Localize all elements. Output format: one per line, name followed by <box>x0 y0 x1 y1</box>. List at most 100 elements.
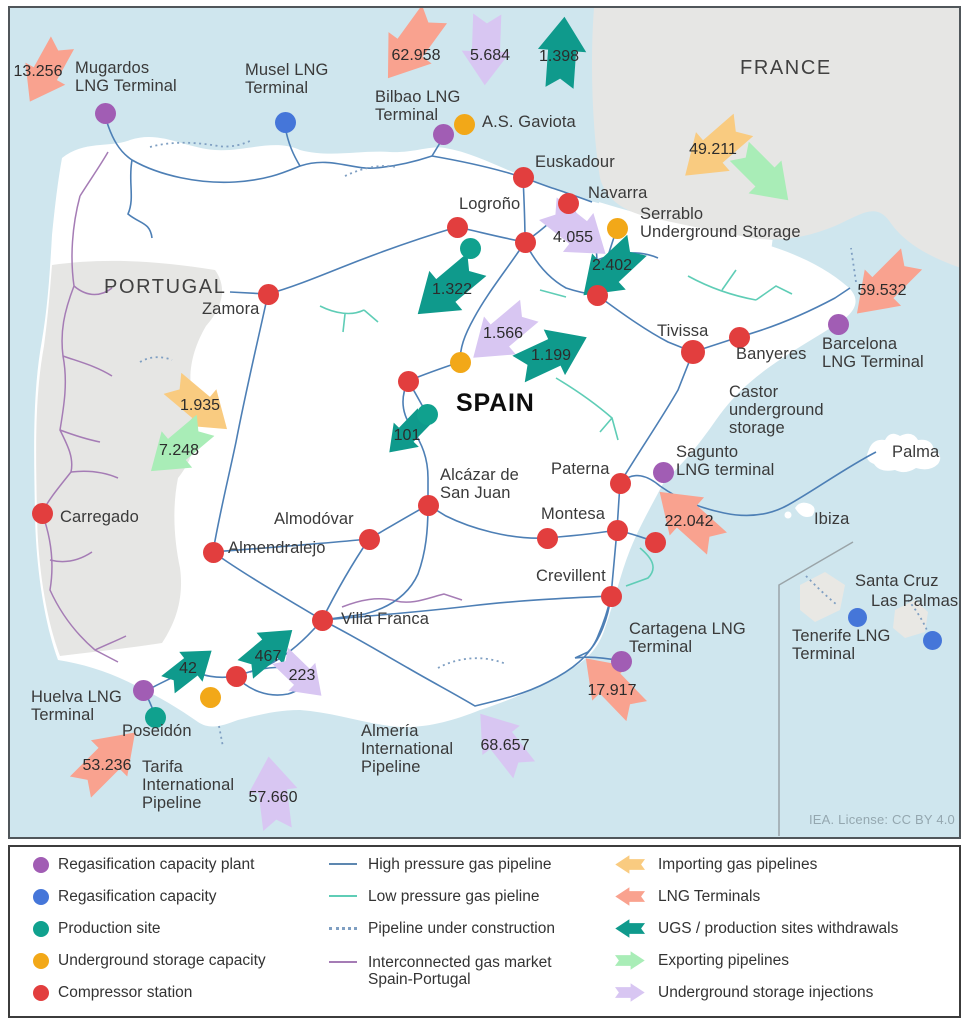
lng-flow-arrow <box>838 240 931 333</box>
flow-value: 1.398 <box>538 48 580 65</box>
ugs-marker <box>453 113 475 135</box>
label-navarra: Navarra <box>588 184 648 202</box>
flow-value: 101 <box>393 427 421 444</box>
comp-marker <box>681 340 705 364</box>
comp-marker <box>609 472 631 494</box>
comp-marker <box>557 192 579 214</box>
ugs_wd-legend-swatch <box>615 919 645 938</box>
lng-flow-arrow <box>567 640 655 729</box>
export-flow-arrow <box>135 406 222 490</box>
label-almeria: Almería International Pipeline <box>361 722 454 776</box>
label-carregado: Carregado <box>60 508 139 526</box>
prod-legend-swatch <box>33 921 49 937</box>
label-barcelona: Barcelona LNG Terminal <box>822 335 924 371</box>
ugs-marker <box>449 351 471 373</box>
comp-marker <box>512 166 534 188</box>
lng-flow-arrow <box>641 471 734 563</box>
flow-value: 2.402 <box>591 257 633 274</box>
flow-value: 62.958 <box>391 47 441 64</box>
ic-legend-swatch <box>329 961 357 963</box>
ugs-marker <box>199 686 221 708</box>
ugs_wd-flow-arrow <box>156 634 224 699</box>
map: 13.256 62.958 5.684 1.398 49.211 4.055 2.402 1.… <box>8 6 961 839</box>
lng-legend-swatch <box>615 887 645 906</box>
label-banyeres: Banyeres <box>736 345 807 363</box>
spain-landmass <box>34 136 856 728</box>
flow-value: 59.532 <box>857 282 907 299</box>
ugs_inj-flow-arrow <box>460 13 512 87</box>
comp-marker <box>31 502 53 524</box>
label-logrono: Logroño <box>459 195 521 213</box>
comp-legend-swatch <box>33 985 49 1001</box>
import-flow-arrow <box>667 104 761 195</box>
legend-label-prod: Production site <box>58 920 161 937</box>
label-paterna: Paterna <box>551 460 610 478</box>
flow-value: 223 <box>288 667 316 684</box>
regas_plant-marker <box>652 461 674 483</box>
ugs_inj-flow-arrow <box>266 641 336 710</box>
flow-value: 53.236 <box>82 757 132 774</box>
label-zamora: Zamora <box>202 300 260 318</box>
flow-value: 22.042 <box>664 513 714 530</box>
legend-label-lp: Low pressure gas pieline <box>368 888 540 905</box>
label-tivissa: Tivissa <box>657 322 709 340</box>
ibiza-island <box>795 502 815 517</box>
legend-label-ugs_wd: UGS / production sites withdrawals <box>658 920 899 937</box>
label-tenerife: Tenerife LNG Terminal <box>792 627 891 663</box>
tenerife-island <box>800 572 845 622</box>
label-cartagena: Cartagena LNG Terminal <box>629 620 746 656</box>
label-las-palmas: Las Palmas <box>871 592 959 610</box>
legend-label-export: Exporting pipelines <box>658 952 789 969</box>
legend-label-uc: Pipeline under construction <box>368 920 555 937</box>
ugs-legend-swatch <box>33 953 49 969</box>
label-almendralejo: Almendralejo <box>228 539 326 557</box>
flow-value: 5.684 <box>469 47 511 64</box>
label-crevillent: Crevillent <box>536 567 606 585</box>
label-spain: SPAIN <box>456 389 535 417</box>
ugs_inj-flow-arrow <box>243 752 303 832</box>
comp-marker <box>586 284 608 306</box>
ugs_wd-flow-arrow <box>400 244 494 335</box>
france-landmass <box>592 8 959 268</box>
label-bilbao: Bilbao LNG Terminal <box>375 88 461 124</box>
ugs_wd-flow-arrow <box>231 613 306 686</box>
label-gaviota: A.S. Gaviota <box>482 113 576 131</box>
label-palma: Palma <box>892 443 940 461</box>
export-flow-arrow <box>722 134 805 217</box>
comp-marker <box>536 527 558 549</box>
legend: Regasification capacity plant Regasificat… <box>8 845 961 1018</box>
legend-label-lng: LNG Terminals <box>658 888 761 905</box>
ugs_inj-flow-arrow <box>532 188 622 274</box>
comp-marker <box>446 216 468 238</box>
label-poseidon: Poseidón <box>122 722 192 740</box>
uc-legend-swatch <box>329 927 357 930</box>
flow-value: 1.935 <box>179 397 221 414</box>
legend-label-regas: Regasification capacity <box>58 888 217 905</box>
comp-marker <box>514 231 536 253</box>
regas_plant-marker <box>132 679 154 701</box>
flow-value: 17.917 <box>587 682 637 699</box>
label-montesa: Montesa <box>541 505 605 523</box>
ugs_wd-flow-arrow <box>566 226 655 314</box>
comp-marker <box>311 609 333 631</box>
legend-label-ic: Interconnected gas market Spain-Portugal <box>368 954 552 989</box>
comp-marker <box>225 665 247 687</box>
prod-marker <box>144 706 166 728</box>
ugs-marker <box>606 217 628 239</box>
flow-value: 42 <box>179 660 197 677</box>
interconnected-lines <box>41 151 463 663</box>
label-serrablo: Serrablo Underground Storage <box>640 205 801 241</box>
flow-value: 13.256 <box>13 63 63 80</box>
ugs_wd-flow-arrow <box>376 403 438 465</box>
label-villa-franca: Villa Franca <box>341 610 430 628</box>
label-ibiza: Ibiza <box>814 510 850 528</box>
regas-legend-swatch <box>33 889 49 905</box>
label-alcazar: Alcázar de San Juan <box>440 466 519 502</box>
gran-canaria-island <box>893 600 928 638</box>
comp-marker <box>257 283 279 305</box>
import-flow-arrow <box>157 364 244 448</box>
flow-value: 4.055 <box>552 229 594 246</box>
label-musel: Musel LNG Terminal <box>245 61 329 97</box>
ugs_inj-legend-swatch <box>615 983 645 1002</box>
legend-label-ugs_inj: Underground storage injections <box>658 984 874 1001</box>
